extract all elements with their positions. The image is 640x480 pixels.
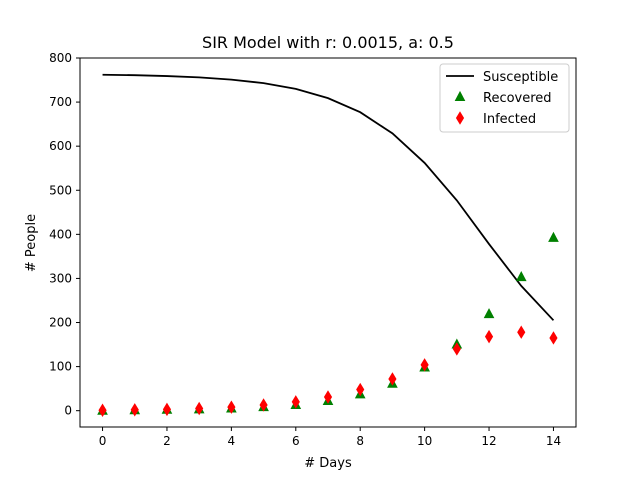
x-tick-label: 4 bbox=[228, 434, 236, 448]
x-tick-label: 10 bbox=[417, 434, 432, 448]
infected-point bbox=[517, 325, 526, 339]
y-tick-label: 500 bbox=[49, 183, 72, 197]
infected-point bbox=[227, 400, 236, 414]
recovered-point bbox=[548, 231, 559, 242]
infected-point bbox=[452, 342, 461, 356]
legend-infected-swatch bbox=[455, 111, 465, 125]
x-tick-label: 12 bbox=[481, 434, 496, 448]
infected-point bbox=[162, 402, 172, 417]
y-axis-label: # People bbox=[24, 214, 39, 272]
infected-point bbox=[388, 372, 397, 386]
infected-point bbox=[98, 403, 107, 417]
x-axis-label: # Days bbox=[304, 456, 352, 471]
legend-susceptible-label: Susceptible bbox=[483, 70, 558, 85]
chart-title: SIR Model with r: 0.0015, a: 0.5 bbox=[202, 33, 454, 52]
infected-point bbox=[484, 329, 494, 344]
infected-point bbox=[420, 358, 429, 372]
y-tick-label: 600 bbox=[49, 139, 72, 153]
infected-point bbox=[195, 401, 204, 416]
infected-point bbox=[356, 382, 365, 397]
y-tick-label: 400 bbox=[49, 227, 72, 241]
y-tick-label: 200 bbox=[49, 316, 72, 330]
legend-recovered-label: Recovered bbox=[483, 91, 552, 106]
infected-point bbox=[259, 398, 268, 412]
y-tick-label: 100 bbox=[49, 360, 72, 374]
plot-area: 0 2 4 6 8 10 12 14 0 100 200 300 400 500 600 700 800 bbox=[49, 51, 577, 448]
x-tick-label: 14 bbox=[546, 434, 561, 448]
recovered-point bbox=[483, 308, 495, 319]
infected-point bbox=[130, 403, 139, 417]
x-tick-label: 6 bbox=[292, 434, 300, 448]
x-tick-label: 2 bbox=[163, 434, 171, 448]
legend-recovered-swatch bbox=[454, 90, 466, 101]
legend-box bbox=[439, 63, 570, 133]
infected-point bbox=[549, 331, 558, 345]
y-tick-label: 300 bbox=[49, 271, 72, 285]
legend-infected-label: Infected bbox=[483, 112, 536, 127]
recovered-point bbox=[515, 271, 527, 282]
susceptible-line bbox=[102, 73, 555, 321]
y-tick-label: 0 bbox=[64, 404, 72, 418]
y-tick-label: 700 bbox=[49, 95, 72, 109]
y-tick-label: 800 bbox=[49, 51, 72, 65]
plot-frame bbox=[79, 57, 577, 428]
x-tick-label: 0 bbox=[99, 434, 107, 448]
legend: Susceptible Recovered Infected bbox=[439, 63, 570, 133]
x-tick-label: 8 bbox=[356, 434, 364, 448]
infected-point bbox=[291, 395, 300, 409]
infected-point bbox=[323, 390, 333, 404]
